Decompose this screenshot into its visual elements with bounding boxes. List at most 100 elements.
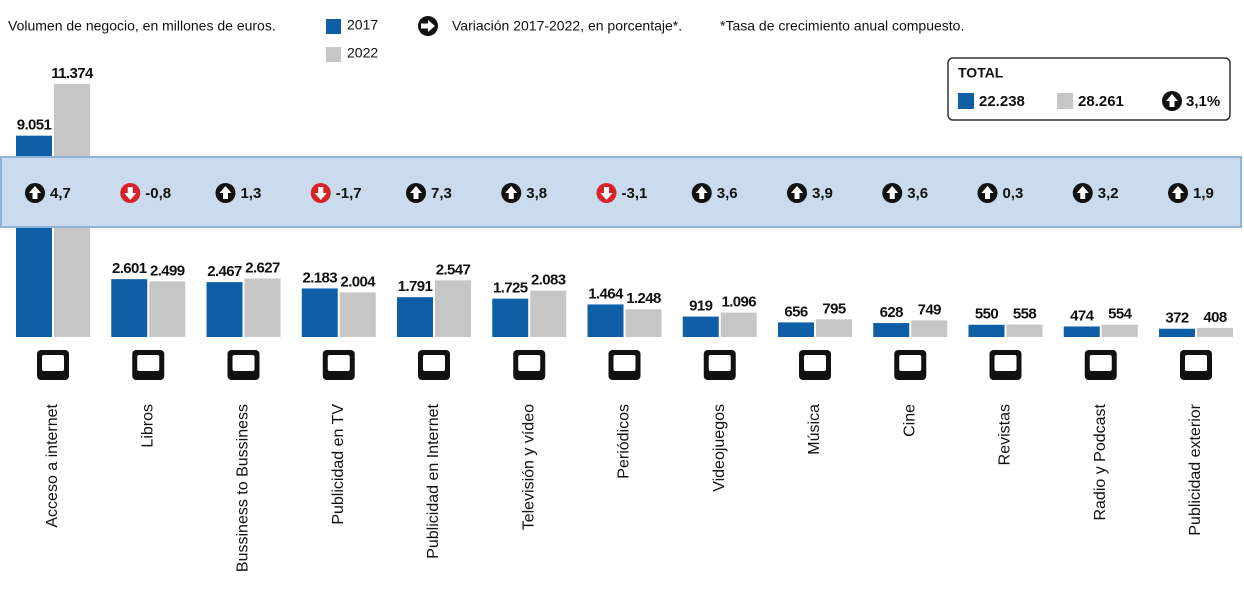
value-label: 9.051	[17, 117, 52, 134]
legend-swatch	[326, 19, 341, 34]
growth-arrow	[310, 183, 331, 203]
arrow-shape	[421, 20, 435, 32]
category-icon-detail	[232, 355, 255, 371]
growth-arrow	[1162, 91, 1182, 111]
subtitle: Volumen de negocio, en millones de euros…	[8, 18, 276, 34]
category-icon-detail	[613, 355, 636, 371]
bar	[911, 320, 948, 337]
value-label: 628	[880, 304, 903, 321]
category-label: Videojuegos	[711, 404, 728, 492]
growth-arrow	[1072, 183, 1093, 203]
total-value: 22.238	[979, 93, 1025, 110]
arrow-shape	[791, 186, 803, 199]
bar	[339, 292, 376, 337]
arrow-shape	[1172, 186, 1184, 199]
value-label: 1.248	[626, 290, 661, 307]
bar	[244, 278, 281, 337]
growth-label: 7,3	[431, 185, 452, 202]
value-label: 1.791	[398, 278, 433, 295]
value-label: 11.374	[51, 65, 94, 82]
value-label: 372	[1165, 310, 1188, 327]
growth-label: 3,8	[526, 185, 547, 202]
bar	[1006, 324, 1043, 337]
growth-arrow	[1168, 183, 1188, 203]
growth-arrow	[501, 183, 522, 203]
bar	[397, 297, 433, 337]
value-label: 2.627	[245, 260, 280, 277]
growth-arrow	[787, 183, 807, 203]
category-icon-detail	[42, 355, 64, 371]
category-label: Publicidad en Internet	[425, 403, 442, 558]
category-icon-detail	[327, 355, 350, 371]
legend-label: 2017	[347, 17, 378, 33]
bar	[492, 298, 529, 337]
growth-arrow	[596, 183, 617, 203]
legend-label: 2022	[347, 45, 378, 61]
arrow-shape	[124, 187, 137, 200]
category-label: Publicidad exterior	[1187, 403, 1204, 535]
bar	[1197, 327, 1233, 337]
bar	[968, 324, 1005, 337]
value-label: 1.725	[493, 280, 528, 297]
total-growth-label: 3,1%	[1186, 93, 1220, 110]
arrow-shape	[219, 186, 232, 199]
arrow-shape	[505, 186, 518, 199]
arrow-shape	[314, 187, 327, 200]
growth-label: 4,7	[50, 185, 71, 202]
value-label: 656	[784, 303, 807, 320]
growth-arrow	[25, 183, 45, 203]
value-label: 2.499	[150, 262, 185, 279]
growth-label: 1,9	[1193, 185, 1214, 202]
arrow-shape	[695, 186, 708, 199]
bar	[206, 282, 243, 337]
category-icon-detail	[137, 355, 160, 371]
category-icon-detail	[899, 355, 922, 371]
growth-label: -1,7	[336, 185, 362, 202]
growth-arrow	[977, 183, 998, 203]
value-label: 554	[1108, 306, 1132, 323]
category-label: Bussiness to Bussiness	[235, 404, 252, 572]
footnote: *Tasa de crecimiento anual compuesto.	[720, 18, 964, 34]
value-label: 2.601	[112, 260, 147, 277]
bar	[111, 279, 148, 337]
category-icon-detail	[423, 355, 445, 371]
bar	[1063, 326, 1100, 337]
growth-arrow	[691, 183, 712, 203]
bar	[149, 281, 186, 337]
bar	[778, 322, 814, 337]
arrow-shape	[1076, 186, 1089, 199]
total-swatch	[958, 93, 974, 109]
value-label: 550	[975, 306, 998, 323]
category-label: Cine	[901, 404, 918, 437]
growth-label: 3,2	[1098, 185, 1119, 202]
growth-arrow	[406, 183, 426, 203]
growth-label: 3,6	[907, 185, 928, 202]
value-label: 2.183	[302, 269, 337, 286]
category-label: Periódicos	[616, 404, 633, 479]
category-icon-detail	[1089, 355, 1112, 371]
category-icon-detail	[1185, 355, 1207, 371]
value-label: 2.547	[436, 261, 471, 278]
category-label: Publicidad en TV	[330, 404, 347, 525]
value-label: 2.083	[531, 272, 566, 289]
bar	[1101, 324, 1138, 337]
value-label: 1.464	[588, 285, 624, 302]
total-value: 28.261	[1078, 93, 1124, 110]
value-label: 474	[1070, 307, 1094, 324]
bar	[587, 304, 624, 337]
value-label: 2.467	[207, 263, 242, 280]
bar	[816, 319, 852, 337]
value-label: 2.004	[340, 273, 376, 290]
value-label: 749	[918, 301, 941, 318]
bar	[301, 288, 338, 337]
total-title: TOTAL	[958, 65, 1004, 81]
growth-label: 0,3	[1003, 185, 1024, 202]
category-label: Libros	[139, 404, 156, 448]
growth-label: 3,9	[812, 185, 833, 202]
legend-swatch	[326, 47, 341, 62]
growth-label: -0,8	[145, 185, 171, 202]
category-label: Televisión y vídeo	[520, 404, 537, 530]
growth-label: 3,6	[717, 185, 738, 202]
value-label: 408	[1203, 309, 1226, 326]
